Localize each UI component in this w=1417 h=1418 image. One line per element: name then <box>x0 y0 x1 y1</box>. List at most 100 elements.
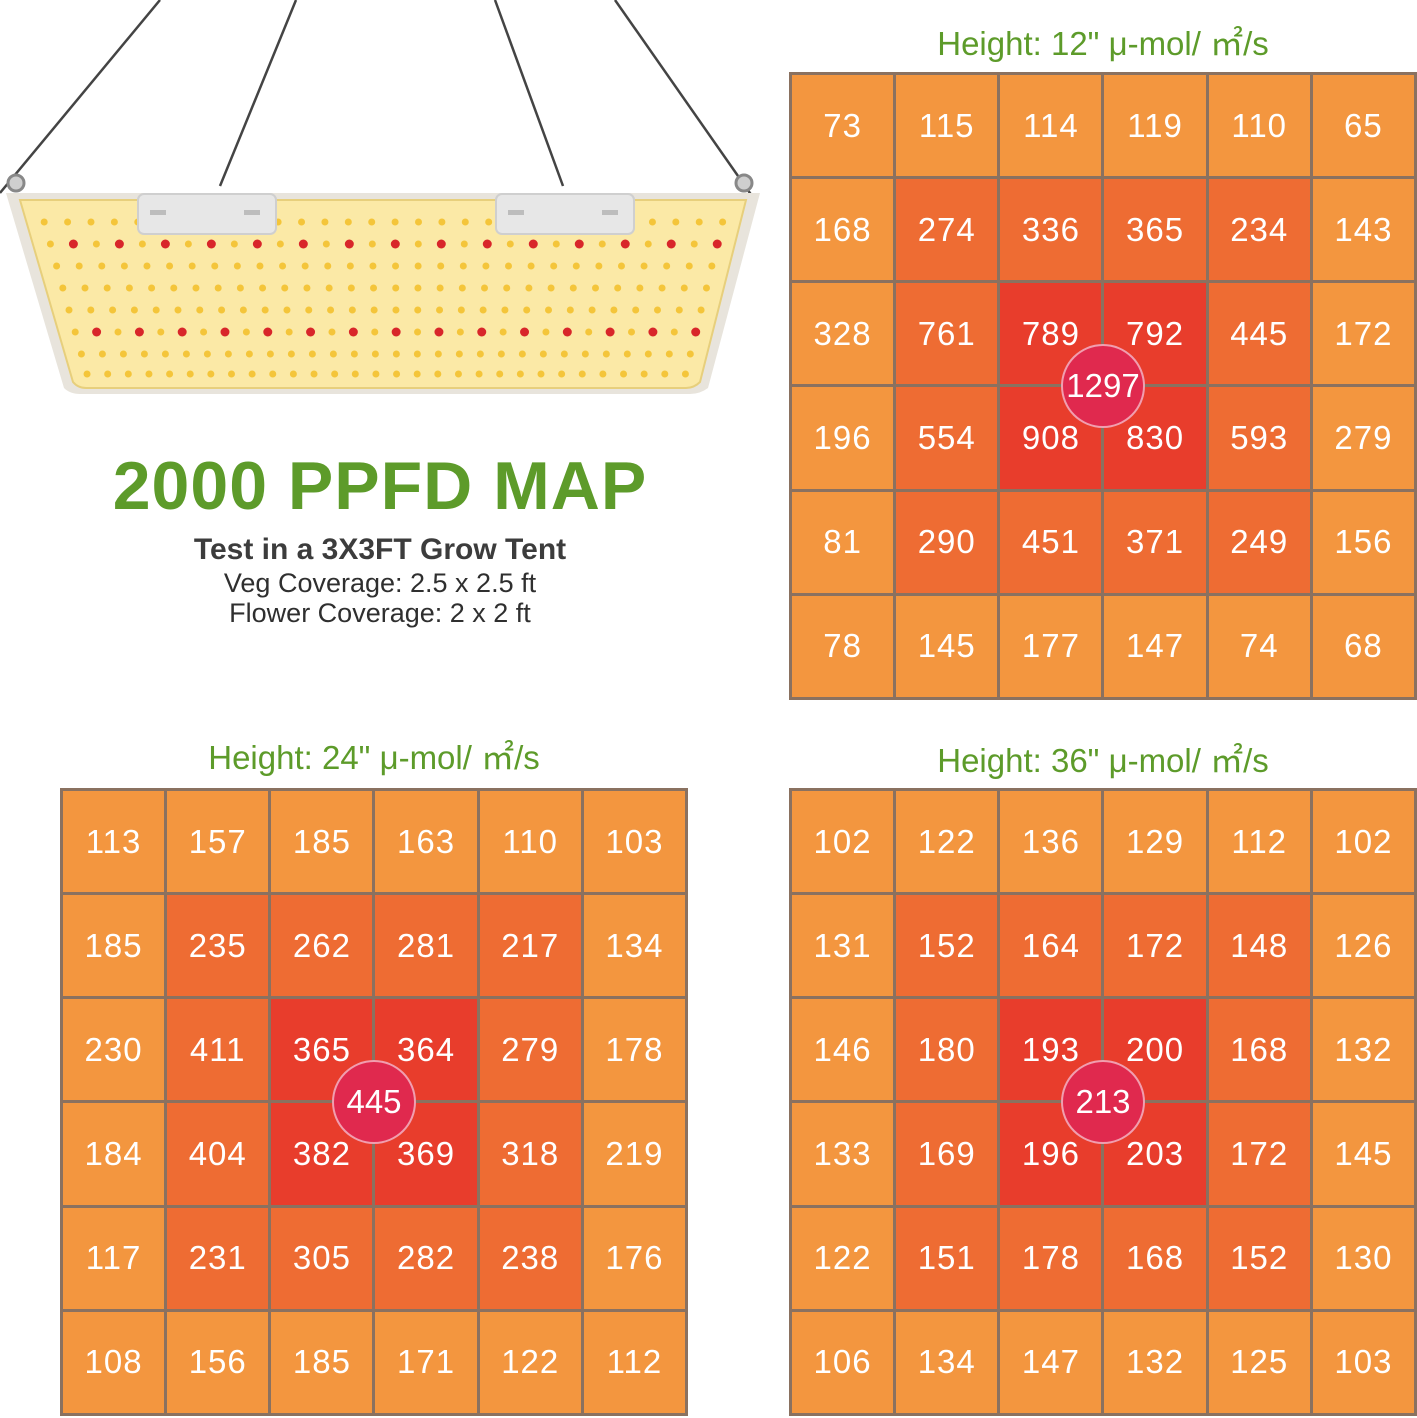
white-led <box>547 284 555 292</box>
white-led <box>211 262 219 270</box>
red-led <box>666 239 676 249</box>
white-led <box>623 350 631 358</box>
heatmap-cell: 262 <box>271 895 373 997</box>
white-led <box>233 262 241 270</box>
red-led <box>620 239 630 249</box>
heatmap-cell: 281 <box>375 895 477 997</box>
white-led <box>98 262 106 270</box>
heatmap-cell: 132 <box>1104 1311 1206 1413</box>
white-led <box>665 350 673 358</box>
white-led <box>614 284 622 292</box>
heatmap-cell: 168 <box>792 179 894 281</box>
white-led <box>414 240 422 248</box>
white-led <box>322 240 330 248</box>
white-led <box>87 218 95 226</box>
white-led <box>628 328 636 336</box>
white-led <box>459 262 467 270</box>
white-led <box>518 350 526 358</box>
white-led <box>585 328 593 336</box>
heatmap-cell: 274 <box>896 179 998 281</box>
white-led <box>558 370 566 378</box>
white-led <box>697 306 705 314</box>
white-led <box>370 306 378 314</box>
white-led <box>192 284 200 292</box>
heatmap-cell: 171 <box>375 1311 477 1413</box>
white-led <box>644 350 652 358</box>
white-led <box>661 370 669 378</box>
white-led <box>370 284 378 292</box>
heatmap-cell: 156 <box>1312 491 1414 593</box>
heatmap-cell: 68 <box>1312 595 1414 697</box>
white-led <box>81 284 89 292</box>
red-led <box>344 239 354 249</box>
red-led <box>391 327 401 337</box>
heatmap-cell: 249 <box>1208 491 1310 593</box>
white-led <box>266 350 274 358</box>
white-led <box>658 284 666 292</box>
white-led <box>186 370 194 378</box>
white-led <box>499 328 507 336</box>
white-led <box>207 370 215 378</box>
white-led <box>708 262 716 270</box>
heatmap-cell: 238 <box>479 1207 581 1309</box>
white-led <box>368 218 376 226</box>
white-led <box>214 284 222 292</box>
white-led <box>552 240 560 248</box>
white-led <box>182 350 190 358</box>
white-led <box>481 284 489 292</box>
heatmap-cell: 113 <box>63 791 165 893</box>
white-led <box>145 370 153 378</box>
white-led <box>203 350 211 358</box>
white-led <box>261 306 269 314</box>
heatmap-cell: 219 <box>583 1103 685 1205</box>
white-led <box>248 370 256 378</box>
ppfd-map-12in: Height: 12" μ-mol/ ㎡/s 73 115 114 119 110 65 1… <box>789 24 1417 700</box>
white-led <box>279 262 287 270</box>
test-subtitle: Test in a 3X3FT Grow Tent <box>193 533 567 566</box>
white-led <box>166 262 174 270</box>
heatmap-cell: 112 <box>583 1311 685 1413</box>
heatmap-cell: 112 <box>1208 791 1310 893</box>
heatmap-cell: 106 <box>792 1311 894 1413</box>
heatmap-cell: 761 <box>896 283 998 385</box>
heatmap-cell: 168 <box>1104 1207 1206 1309</box>
white-led <box>680 284 688 292</box>
white-led <box>572 262 580 270</box>
white-led <box>569 284 577 292</box>
red-led <box>691 327 701 337</box>
white-led <box>276 240 284 248</box>
peak-value-marker: 213 <box>1061 1060 1145 1144</box>
heatmap-cell: 164 <box>1000 895 1102 997</box>
white-led <box>392 284 400 292</box>
peak-value-marker: 445 <box>332 1060 416 1144</box>
white-led <box>602 350 610 358</box>
heatmap-cell: 172 <box>1104 895 1206 997</box>
white-led <box>482 262 490 270</box>
heatmap-cell: 134 <box>583 895 685 997</box>
white-led <box>525 284 533 292</box>
white-led <box>348 306 356 314</box>
white-led <box>303 284 311 292</box>
heatmap-cell: 134 <box>896 1311 998 1413</box>
heatmap-cell: 131 <box>792 895 894 997</box>
heatmap-cell: 282 <box>375 1207 477 1309</box>
white-led <box>110 218 118 226</box>
page-title: 2000 PPFD MAP <box>112 448 648 524</box>
white-led <box>663 262 671 270</box>
white-led <box>632 306 640 314</box>
white-led <box>581 350 589 358</box>
white-led <box>670 328 678 336</box>
heatmap-cell: 157 <box>167 791 269 893</box>
white-led <box>287 350 295 358</box>
ppfd-map-36in: Height: 36" μ-mol/ ㎡/s 102 122 136 129 112 10… <box>789 741 1417 1416</box>
white-led <box>157 328 165 336</box>
heatmap-cell: 290 <box>896 491 998 593</box>
panel-title: Height: 36" μ-mol/ ㎡/s <box>937 742 1269 779</box>
white-led <box>496 370 504 378</box>
white-led <box>690 240 698 248</box>
white-led <box>152 306 160 314</box>
heatmap-cell: 114 <box>1000 75 1102 177</box>
white-led <box>285 328 293 336</box>
white-led <box>504 262 512 270</box>
red-led <box>574 239 584 249</box>
